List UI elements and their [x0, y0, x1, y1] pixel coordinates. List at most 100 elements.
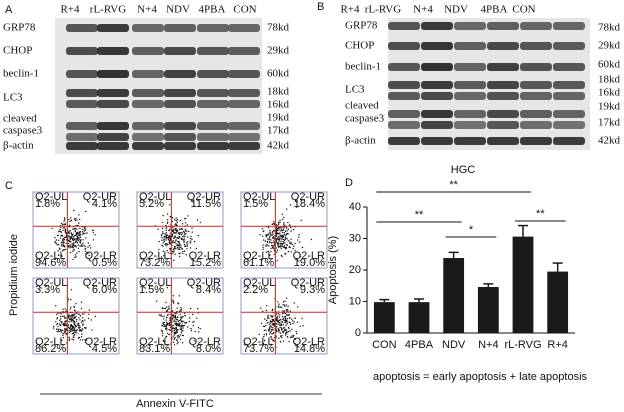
- event-dot: [59, 237, 62, 239]
- event-dot: [80, 321, 83, 323]
- size-label: 29kd: [598, 40, 621, 52]
- event-dot: [68, 235, 70, 237]
- event-dot: [296, 321, 299, 323]
- event-dot: [59, 319, 61, 321]
- event-dot: [77, 233, 79, 235]
- event-dot: [162, 232, 164, 235]
- event-dot: [282, 242, 284, 244]
- event-dot: [185, 254, 187, 256]
- x-tick-label: 4PBA: [405, 339, 434, 351]
- event-dot: [276, 317, 279, 319]
- blot-band: [520, 63, 552, 71]
- event-dot: [62, 243, 64, 246]
- event-dot: [262, 325, 265, 327]
- event-dot: [294, 343, 296, 345]
- event-dot: [281, 316, 284, 318]
- event-dot: [76, 232, 78, 234]
- blot-band: [487, 42, 519, 50]
- event-dot: [65, 317, 67, 319]
- blot-band: [553, 110, 585, 118]
- event-dot: [175, 217, 177, 219]
- event-dot: [178, 320, 181, 322]
- event-dot: [79, 315, 82, 317]
- event-dot: [88, 309, 91, 311]
- event-dot: [70, 236, 72, 239]
- blot-band: [164, 122, 196, 130]
- event-dot: [70, 241, 72, 243]
- blot-band: [66, 47, 98, 55]
- event-dot: [173, 329, 175, 332]
- event-dot: [292, 336, 295, 338]
- event-dot: [79, 319, 81, 321]
- event-dot: [161, 332, 164, 334]
- event-dot: [180, 309, 182, 311]
- event-dot: [267, 316, 269, 318]
- event-dot: [182, 235, 184, 238]
- event-dot: [172, 295, 174, 297]
- event-dot: [268, 330, 270, 332]
- event-dot: [169, 249, 171, 251]
- event-dot: [301, 317, 303, 320]
- event-dot: [62, 250, 64, 252]
- event-dot: [276, 233, 278, 235]
- event-dot: [280, 327, 283, 329]
- event-dot: [168, 324, 170, 327]
- event-dot: [80, 245, 83, 247]
- blot-band: [164, 24, 196, 32]
- event-dot: [177, 243, 179, 245]
- blot-band: [66, 89, 98, 97]
- quadrant-value: 4.1%: [92, 198, 117, 210]
- event-dot: [302, 325, 304, 327]
- blot-band: [197, 142, 229, 150]
- y-axis-label: Apoptosis (%): [327, 236, 339, 304]
- event-dot: [166, 323, 168, 325]
- event-dot: [263, 239, 265, 241]
- event-dot: [165, 239, 167, 241]
- event-dot: [184, 314, 186, 317]
- event-dot: [173, 237, 175, 239]
- size-label: 42kd: [598, 135, 621, 147]
- event-dot: [293, 334, 295, 337]
- event-dot: [176, 340, 179, 342]
- event-dot: [282, 310, 284, 312]
- event-dot: [281, 331, 284, 333]
- event-dot: [83, 244, 85, 247]
- event-dot: [162, 231, 164, 233]
- event-dot: [183, 240, 185, 242]
- event-dot: [291, 328, 293, 331]
- size-label: 29kd: [267, 45, 290, 57]
- event-dot: [77, 235, 79, 237]
- event-dot: [85, 210, 87, 213]
- event-dot: [63, 246, 66, 248]
- event-dot: [287, 228, 290, 230]
- event-dot: [287, 326, 290, 328]
- quadrant-name: Q2-LL: [35, 336, 66, 348]
- event-dot: [169, 326, 172, 328]
- quadrant-value: 0.5%: [92, 257, 117, 269]
- event-dot: [176, 230, 178, 233]
- event-dot: [294, 338, 297, 340]
- blot-band: [66, 100, 98, 108]
- event-dot: [169, 320, 172, 322]
- event-dot: [68, 224, 71, 226]
- event-dot: [73, 334, 76, 336]
- event-dot: [279, 230, 281, 232]
- event-dot: [285, 330, 288, 332]
- event-dot: [173, 250, 175, 253]
- blot-band: [454, 81, 486, 89]
- quadrant-value: 14.8%: [294, 343, 325, 355]
- event-dot: [184, 235, 186, 238]
- event-dot: [280, 254, 283, 257]
- blot-band: [66, 122, 98, 130]
- blot-band: [421, 92, 453, 100]
- event-dot: [62, 229, 64, 231]
- row-label: CHOP: [345, 40, 374, 52]
- event-dot: [165, 229, 167, 231]
- event-dot: [282, 218, 284, 220]
- event-dot: [288, 314, 290, 316]
- event-dot: [164, 328, 167, 330]
- event-dot: [60, 328, 62, 331]
- event-dot: [262, 246, 264, 249]
- event-dot: [166, 287, 169, 289]
- lane-label: NDV: [444, 4, 468, 16]
